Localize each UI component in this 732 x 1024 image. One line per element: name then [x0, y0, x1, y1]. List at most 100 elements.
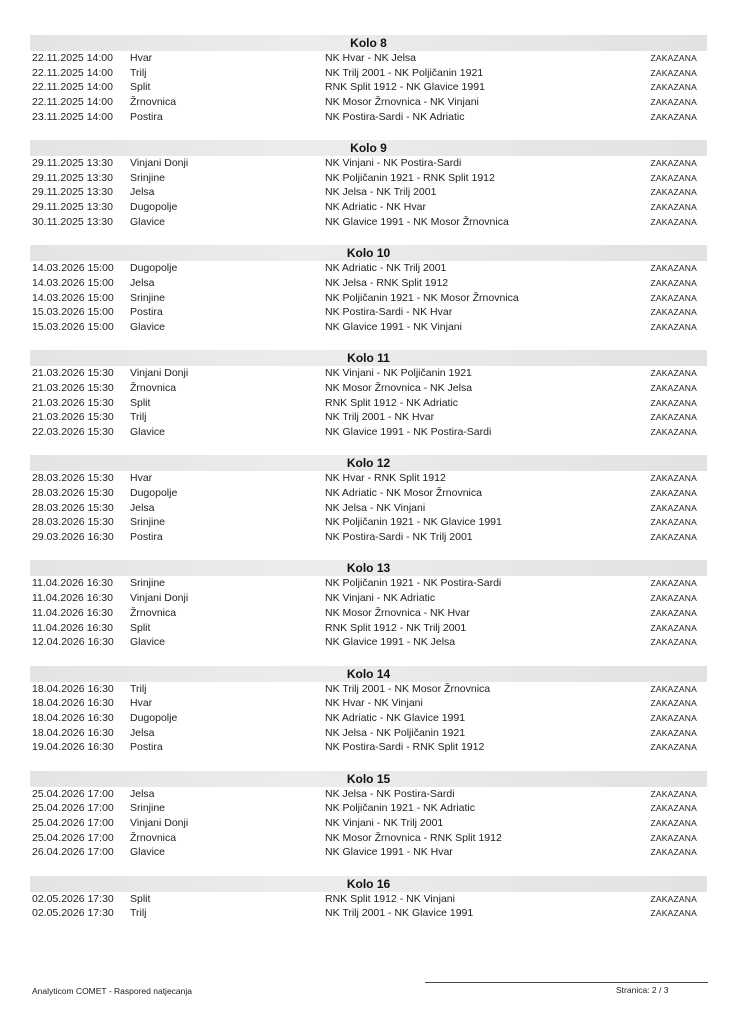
match-datetime: 25.04.2026 17:00 — [32, 817, 114, 830]
match-venue: Trilj — [130, 907, 147, 920]
match-status: ZAKAZANA — [650, 517, 697, 528]
match-teams: NK Hvar - NK Vinjani — [325, 697, 423, 710]
round-header: Kolo 11 — [30, 350, 707, 367]
match-teams: NK Trilj 2001 - NK Mosor Žrnovnica — [325, 682, 491, 695]
match-teams: NK Glavice 1991 - NK Mosor Žrnovnica — [325, 215, 509, 228]
match-datetime: 22.03.2026 15:30 — [32, 426, 114, 439]
match-row: 23.11.2025 14:00 Postira NK Postira-Sardi … — [30, 110, 707, 125]
match-row: 14.03.2026 15:00 Jelsa NK Jelsa - RNK Spli… — [30, 276, 707, 291]
match-datetime: 11.04.2026 16:30 — [32, 606, 113, 619]
footer-source: Analyticom COMET - Raspored natjecanja — [32, 986, 192, 996]
match-row: 21.03.2026 15:30 Vinjani Donji NK Vinjani … — [30, 366, 707, 381]
match-datetime: 11.04.2026 16:30 — [32, 577, 113, 590]
match-status: ZAKAZANA — [650, 427, 697, 438]
match-row: 25.04.2026 17:00 Vinjani Donji NK Vinjani … — [30, 816, 707, 831]
match-venue: Hvar — [130, 697, 153, 710]
match-status: ZAKAZANA — [650, 622, 697, 633]
round-section: Kolo 8 22.11.2025 14:00 Hvar NK Hvar - NK J… — [30, 35, 707, 140]
match-teams: RNK Split 1912 - NK Adriatic — [325, 396, 459, 409]
match-teams: NK Mosor Žrnovnica - NK Jelsa — [325, 381, 473, 394]
match-row: 11.04.2026 16:30 Srinjine NK Poljičanin 19… — [30, 576, 707, 591]
round-section: Kolo 12 28.03.2026 15:30 Hvar NK Hvar - RNK… — [30, 455, 707, 560]
match-venue: Jelsa — [130, 726, 155, 739]
match-venue: Split — [130, 892, 151, 905]
match-venue: Srinjine — [130, 802, 166, 815]
match-teams: NK Jelsa - NK Vinjani — [325, 501, 426, 514]
match-row: 28.03.2026 15:30 Dugopolje NK Adriatic - N… — [30, 486, 707, 501]
match-venue: Srinjine — [130, 171, 166, 184]
match-status: ZAKAZANA — [650, 473, 697, 484]
match-status: ZAKAZANA — [650, 67, 697, 78]
match-status: ZAKAZANA — [650, 803, 697, 814]
match-row: 14.03.2026 15:00 Dugopolje NK Adriatic - N… — [30, 261, 707, 276]
match-venue: Postira — [130, 306, 163, 319]
match-datetime: 18.04.2026 16:30 — [32, 697, 114, 710]
round-section: Kolo 10 14.03.2026 15:00 Dugopolje NK Adria… — [30, 245, 707, 350]
match-status: ZAKAZANA — [650, 593, 697, 604]
match-datetime: 29.11.2025 13:30 — [32, 157, 113, 170]
match-teams: NK Poljičanin 1921 - NK Mosor Žrnovnica — [325, 291, 519, 304]
match-teams: NK Vinjani - NK Trilj 2001 — [325, 817, 444, 830]
match-teams: NK Vinjani - NK Adriatic — [325, 592, 436, 605]
match-row: 25.04.2026 17:00 Žrnovnica NK Mosor Žrnovn… — [30, 831, 707, 846]
match-teams: NK Glavice 1991 - NK Vinjani — [325, 320, 462, 333]
match-venue: Hvar — [130, 472, 153, 485]
match-venue: Postira — [130, 741, 163, 754]
match-datetime: 12.04.2026 16:30 — [32, 636, 114, 649]
match-datetime: 21.03.2026 15:30 — [32, 411, 114, 424]
match-datetime: 21.03.2026 15:30 — [32, 367, 114, 380]
round-header: Kolo 8 — [30, 35, 707, 51]
match-venue: Glavice — [130, 320, 166, 333]
match-datetime: 22.11.2025 14:00 — [32, 81, 113, 94]
match-status: ZAKAZANA — [650, 818, 697, 829]
match-datetime: 28.03.2026 15:30 — [32, 472, 114, 485]
match-datetime: 25.04.2026 17:00 — [32, 831, 114, 844]
match-venue: Hvar — [130, 52, 153, 64]
match-venue: Split — [130, 396, 151, 409]
match-row: 11.04.2026 16:30 Vinjani Donji NK Vinjani … — [30, 591, 707, 606]
match-datetime: 14.03.2026 15:00 — [32, 291, 114, 304]
match-status: ZAKAZANA — [650, 307, 697, 318]
match-status: ZAKAZANA — [650, 637, 697, 648]
match-status: ZAKAZANA — [650, 727, 697, 738]
match-venue: Žrnovnica — [130, 381, 177, 394]
match-teams: NK Adriatic - NK Glavice 1991 — [325, 711, 466, 724]
match-status: ZAKAZANA — [650, 698, 697, 709]
match-venue: Žrnovnica — [130, 96, 177, 109]
match-teams: NK Jelsa - NK Poljičanin 1921 — [325, 726, 466, 739]
match-venue: Jelsa — [130, 501, 155, 514]
match-datetime: 28.03.2026 15:30 — [32, 487, 114, 500]
match-row: 22.11.2025 14:00 Split RNK Split 1912 - NK… — [30, 80, 707, 95]
match-row: 14.03.2026 15:00 Srinjine NK Poljičanin 19… — [30, 291, 707, 306]
match-teams: NK Mosor Žrnovnica - NK Vinjani — [325, 96, 479, 109]
match-datetime: 02.05.2026 17:30 — [32, 892, 114, 905]
match-teams: RNK Split 1912 - NK Vinjani — [325, 892, 455, 905]
match-status: ZAKAZANA — [650, 412, 697, 423]
match-row: 29.11.2025 13:30 Srinjine NK Poljičanin 19… — [30, 171, 707, 186]
match-row: 30.11.2025 13:30 Glavice NK Glavice 1991 -… — [30, 215, 707, 230]
match-status: ZAKAZANA — [650, 111, 697, 122]
round-header: Kolo 16 — [30, 875, 707, 892]
match-datetime: 11.04.2026 16:30 — [32, 592, 113, 605]
match-row: 18.04.2026 16:30 Dugopolje NK Adriatic - N… — [30, 711, 707, 726]
match-row: 28.03.2026 15:30 Srinjine NK Poljičanin 19… — [30, 515, 707, 530]
match-row: 29.03.2026 16:30 Postira NK Postira-Sardi … — [30, 530, 707, 545]
match-datetime: 22.11.2025 14:00 — [32, 66, 113, 79]
match-datetime: 02.05.2026 17:30 — [32, 907, 114, 920]
match-venue: Žrnovnica — [130, 831, 177, 844]
match-teams: NK Mosor Žrnovnica - RNK Split 1912 — [325, 831, 502, 844]
match-venue: Dugopolje — [130, 262, 178, 275]
match-status: ZAKAZANA — [650, 158, 697, 169]
match-row: 15.03.2026 15:00 Postira NK Postira-Sardi … — [30, 305, 707, 320]
round-section: Kolo 16 02.05.2026 17:30 Split RNK Split 19… — [30, 875, 707, 981]
match-venue: Dugopolje — [130, 487, 178, 500]
match-teams: RNK Split 1912 - NK Trilj 2001 — [325, 621, 467, 634]
match-venue: Vinjani Donji — [130, 817, 189, 830]
match-datetime: 22.11.2025 14:00 — [32, 52, 113, 64]
match-venue: Vinjani Donji — [130, 157, 189, 170]
match-teams: NK Vinjani - NK Postira-Sardi — [325, 157, 462, 170]
match-venue: Trilj — [130, 411, 147, 424]
match-status: ZAKAZANA — [650, 97, 697, 108]
round-header: Kolo 14 — [30, 665, 707, 682]
match-venue: Trilj — [130, 682, 147, 695]
